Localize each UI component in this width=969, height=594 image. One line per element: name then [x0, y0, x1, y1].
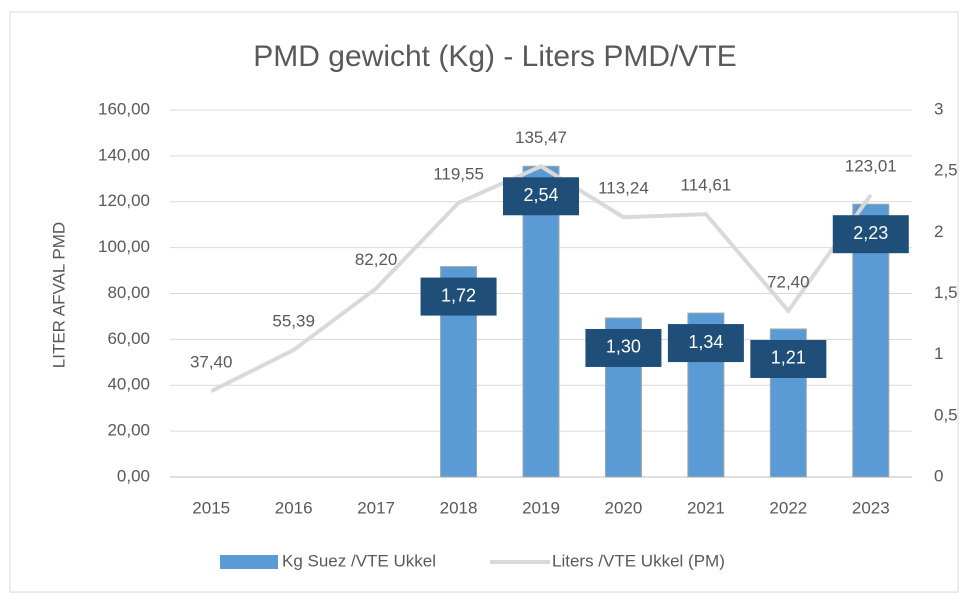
- x-tick-label: 2017: [357, 498, 395, 517]
- y2-tick-label: 1,5: [934, 283, 958, 302]
- data-label: 113,24: [598, 179, 649, 198]
- y-tick-label: 100,00: [98, 237, 150, 256]
- y-tick-label: 20,00: [107, 421, 150, 440]
- y-tick-label: 0,00: [117, 466, 150, 485]
- y2-tick-label: 3: [934, 99, 943, 118]
- data-label-box: [420, 277, 497, 316]
- legend-label: Liters /VTE Ukkel (PM): [552, 551, 725, 570]
- y-tick-label: 120,00: [98, 191, 150, 210]
- x-tick-label: 2021: [687, 498, 725, 517]
- y-tick-label: 140,00: [98, 145, 150, 164]
- y2-tick-label: 2,5: [934, 161, 958, 180]
- data-label-box: [503, 177, 579, 216]
- data-label: 55,39: [272, 311, 315, 330]
- x-tick-label: 2023: [852, 498, 890, 517]
- y-tick-label: 40,00: [107, 375, 150, 394]
- line: [210, 164, 873, 394]
- y-tick-label: 60,00: [107, 329, 150, 348]
- data-label: 1,34: [688, 332, 723, 352]
- data-label: 72,40: [767, 272, 810, 291]
- x-tick-label: 2022: [769, 498, 807, 517]
- data-label: 37,40: [190, 353, 233, 372]
- chart-title: PMD gewicht (Kg) - Liters PMD/VTE: [253, 40, 736, 73]
- y-tick-label: 80,00: [107, 283, 150, 302]
- y2-tick-label: 0,5: [934, 405, 958, 424]
- y2-tick-label: 2: [934, 222, 943, 241]
- data-label-box: [832, 215, 909, 254]
- y-tick-label: 160,00: [98, 99, 150, 118]
- y2-tick-label: 1: [934, 344, 943, 363]
- legend-swatch: [220, 555, 278, 569]
- data-label-box: [750, 339, 827, 378]
- x-tick-label: 2019: [522, 498, 560, 517]
- x-tick-label: 2018: [440, 498, 478, 517]
- x-tick-label: 2016: [275, 498, 313, 517]
- legend-label: Kg Suez /VTE Ukkel: [282, 551, 436, 570]
- data-label-box: [585, 328, 662, 367]
- data-label: 119,55: [433, 164, 484, 183]
- x-tick-label: 2015: [192, 498, 230, 517]
- data-label: 1,21: [771, 348, 806, 368]
- data-label: 82,20: [355, 250, 398, 269]
- data-label: 2,54: [523, 185, 558, 205]
- bar: [522, 165, 560, 478]
- x-tick-label: 2020: [605, 498, 643, 517]
- data-label: 123,01: [845, 156, 897, 175]
- data-label-box: [667, 324, 744, 363]
- y2-tick-label: 0: [934, 466, 943, 485]
- data-label: 114,61: [681, 176, 732, 195]
- data-label: 1,72: [441, 285, 476, 305]
- data-label: 135,47: [515, 128, 567, 147]
- y-axis-label: LITER AFVAL PMD: [49, 222, 68, 368]
- data-label: 1,30: [606, 337, 641, 357]
- data-label: 2,23: [853, 223, 888, 243]
